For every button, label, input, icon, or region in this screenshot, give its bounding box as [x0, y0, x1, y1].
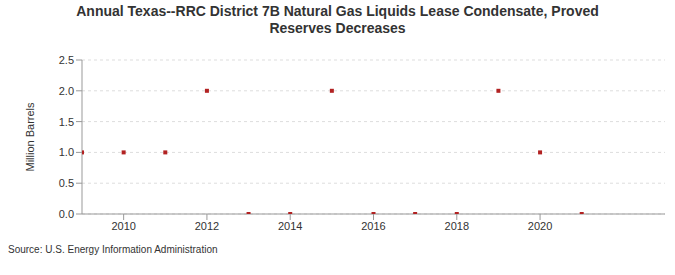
svg-text:2.0: 2.0 [59, 85, 74, 97]
svg-text:1.5: 1.5 [59, 116, 74, 128]
svg-text:2014: 2014 [278, 220, 302, 232]
svg-text:2012: 2012 [195, 220, 219, 232]
svg-text:2016: 2016 [361, 220, 385, 232]
html-text:Annual Texas--RRC District 7B: Annual Texas--RRC District 7B Natural Ga… [76, 3, 599, 36]
svg-text:2018: 2018 [445, 220, 469, 232]
html-text:Source: U.S. Energy Informatio: Source: U.S. Energy Information Administ… [8, 244, 218, 255]
svg-text:1.0: 1.0 [59, 146, 74, 158]
svg-text:2010: 2010 [111, 220, 135, 232]
svg-text:0.0: 0.0 [59, 208, 74, 220]
svg-text:2.5: 2.5 [59, 54, 74, 66]
svg-text:2020: 2020 [528, 220, 552, 232]
svg-text:0.5: 0.5 [59, 177, 74, 189]
svg-text:Million Barrels: Million Barrels [24, 102, 36, 172]
